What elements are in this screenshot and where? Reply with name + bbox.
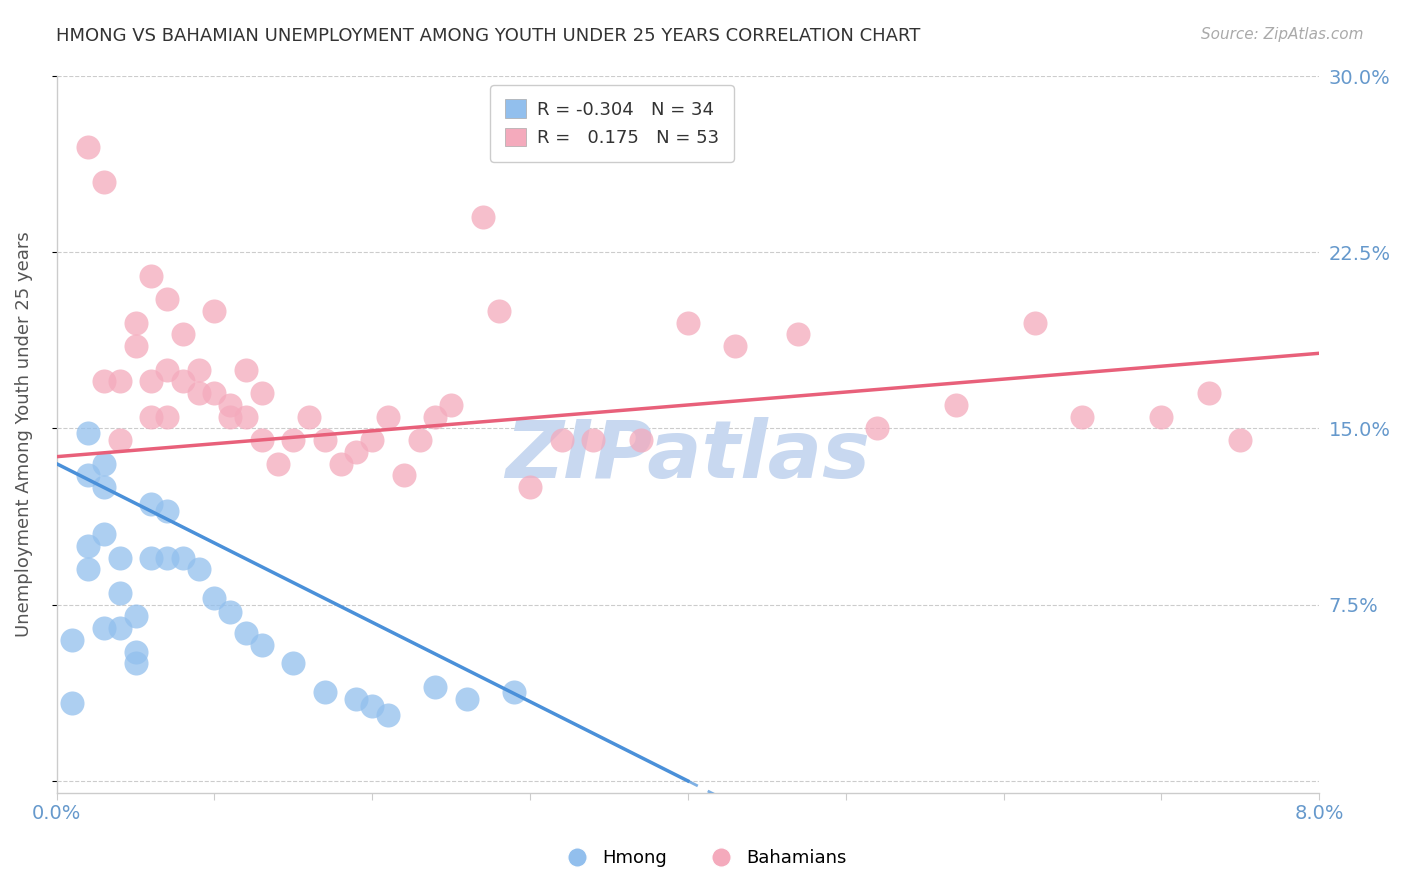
Point: [408, 434, 430, 448]
Point: [724, 339, 747, 353]
Point: [1071, 409, 1094, 424]
Point: [156, 362, 179, 376]
Point: [93, 175, 115, 189]
Point: [141, 550, 163, 565]
Point: [156, 409, 179, 424]
Point: [108, 375, 131, 389]
Point: [377, 708, 399, 723]
Point: [108, 586, 131, 600]
Point: [124, 316, 146, 330]
Point: [314, 684, 336, 698]
Point: [141, 497, 163, 511]
Point: [77, 539, 100, 553]
Text: HMONG VS BAHAMIAN UNEMPLOYMENT AMONG YOUTH UNDER 25 YEARS CORRELATION CHART: HMONG VS BAHAMIAN UNEMPLOYMENT AMONG YOU…: [56, 27, 921, 45]
Point: [156, 550, 179, 565]
Point: [124, 339, 146, 353]
Point: [1229, 434, 1251, 448]
Point: [219, 605, 242, 619]
Point: [124, 609, 146, 624]
Point: [283, 657, 305, 671]
Point: [1150, 409, 1173, 424]
Point: [141, 375, 163, 389]
Y-axis label: Unemployment Among Youth under 25 years: Unemployment Among Youth under 25 years: [15, 231, 32, 637]
Point: [141, 409, 163, 424]
Point: [60, 632, 83, 647]
Point: [346, 691, 368, 706]
Point: [93, 480, 115, 494]
Point: [471, 210, 494, 224]
Point: [945, 398, 967, 412]
Point: [488, 304, 510, 318]
Point: [219, 409, 242, 424]
Point: [93, 375, 115, 389]
Point: [108, 434, 131, 448]
Legend: Hmong, Bahamians: Hmong, Bahamians: [551, 842, 855, 874]
Point: [361, 434, 384, 448]
Point: [93, 457, 115, 471]
Point: [187, 362, 209, 376]
Legend: R = -0.304   N = 34, R =   0.175   N = 53: R = -0.304 N = 34, R = 0.175 N = 53: [491, 85, 734, 161]
Text: ZIPatlas: ZIPatlas: [505, 417, 870, 495]
Point: [156, 292, 179, 306]
Point: [77, 468, 100, 483]
Point: [425, 680, 447, 694]
Point: [630, 434, 652, 448]
Point: [77, 426, 100, 441]
Text: Source: ZipAtlas.com: Source: ZipAtlas.com: [1201, 27, 1364, 42]
Point: [346, 445, 368, 459]
Point: [156, 504, 179, 518]
Point: [361, 698, 384, 713]
Point: [172, 327, 194, 342]
Point: [235, 409, 257, 424]
Point: [266, 457, 288, 471]
Point: [204, 591, 226, 605]
Point: [219, 398, 242, 412]
Point: [676, 316, 699, 330]
Point: [235, 626, 257, 640]
Point: [503, 684, 526, 698]
Point: [77, 562, 100, 576]
Point: [519, 480, 541, 494]
Point: [456, 691, 478, 706]
Point: [298, 409, 321, 424]
Point: [314, 434, 336, 448]
Point: [204, 304, 226, 318]
Point: [250, 638, 273, 652]
Point: [392, 468, 415, 483]
Point: [172, 550, 194, 565]
Point: [1024, 316, 1046, 330]
Point: [187, 562, 209, 576]
Point: [787, 327, 810, 342]
Point: [77, 139, 100, 153]
Point: [124, 657, 146, 671]
Point: [141, 268, 163, 283]
Point: [866, 421, 889, 435]
Point: [93, 621, 115, 635]
Point: [582, 434, 605, 448]
Point: [187, 386, 209, 401]
Point: [250, 434, 273, 448]
Point: [108, 621, 131, 635]
Point: [377, 409, 399, 424]
Point: [283, 434, 305, 448]
Point: [93, 527, 115, 541]
Point: [550, 434, 572, 448]
Point: [250, 386, 273, 401]
Point: [124, 645, 146, 659]
Point: [329, 457, 352, 471]
Point: [235, 362, 257, 376]
Point: [1198, 386, 1220, 401]
Point: [108, 550, 131, 565]
Point: [440, 398, 463, 412]
Point: [60, 697, 83, 711]
Point: [172, 375, 194, 389]
Point: [204, 386, 226, 401]
Point: [425, 409, 447, 424]
